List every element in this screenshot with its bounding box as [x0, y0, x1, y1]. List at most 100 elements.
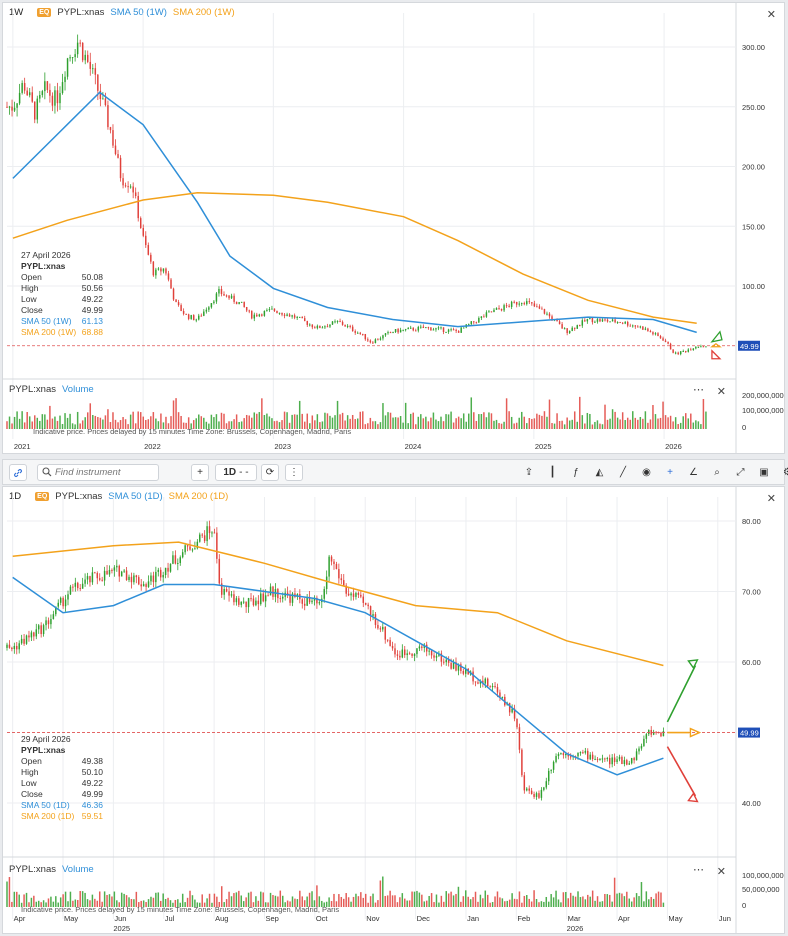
interval-selector[interactable]: 1D - - — [215, 464, 257, 481]
candle — [450, 329, 452, 331]
candle — [518, 727, 521, 750]
candles-icon[interactable]: ┃ — [549, 467, 556, 478]
volume-bar — [530, 901, 533, 907]
volume-bar — [336, 400, 339, 429]
timeframe-label[interactable]: 1W — [9, 7, 24, 18]
candle — [139, 218, 142, 229]
volume-bar — [225, 899, 228, 907]
candle — [324, 326, 326, 328]
candle — [538, 306, 541, 309]
volume-bar — [104, 415, 107, 429]
candle — [195, 319, 197, 321]
curve-icon[interactable]: ∠ — [689, 467, 698, 478]
volume-bar — [543, 411, 546, 429]
candle — [268, 309, 271, 311]
volume-bar — [344, 420, 346, 429]
camera-icon[interactable]: ▣ — [759, 467, 769, 478]
sma200-label[interactable]: SMA 200 (1W) — [172, 7, 235, 18]
candle — [50, 619, 52, 625]
daily-price-chart[interactable]: 80.00 70.00 60.00 40.00 Apr May Jun Jul Aug Sep Oc… — [3, 487, 784, 933]
candle — [571, 327, 573, 331]
volume-bar — [423, 901, 426, 907]
draw-line-icon[interactable]: ╱ — [619, 467, 627, 478]
area-icon[interactable]: ◭ — [595, 467, 604, 478]
volume-bar — [387, 412, 389, 429]
price-tick-label: 300.00 — [742, 43, 765, 52]
timeframe-label[interactable]: 1D — [9, 491, 22, 502]
volume-more-icon[interactable]: ⋯ — [693, 384, 704, 396]
candle — [281, 312, 283, 315]
volume-bar — [294, 898, 296, 907]
volume-close-icon[interactable]: ✕ — [716, 386, 726, 398]
volume-bar — [213, 417, 215, 429]
indicators-icon[interactable]: ƒ — [573, 467, 579, 478]
candle — [8, 106, 11, 108]
more-vertical-icon[interactable]: ⋮ — [285, 464, 303, 481]
candle — [169, 563, 172, 572]
candle — [318, 602, 321, 604]
volume-bar — [39, 420, 41, 429]
candle — [79, 588, 81, 590]
candle — [560, 753, 562, 755]
sma50-label[interactable]: SMA 50 (1D) — [108, 491, 163, 502]
candle — [13, 107, 16, 111]
volume-bar — [169, 900, 172, 907]
candle — [116, 565, 118, 568]
candle — [118, 565, 120, 577]
candle — [619, 322, 621, 324]
volume-bar — [55, 896, 57, 907]
candle — [633, 758, 635, 761]
crosshair-icon[interactable]: + — [667, 467, 673, 478]
volume-bar — [334, 415, 336, 429]
candle — [198, 315, 200, 320]
volume-bar — [103, 891, 106, 907]
candle — [262, 593, 264, 602]
volume-bar — [260, 891, 262, 907]
sma50-label[interactable]: SMA 50 (1W) — [110, 7, 167, 18]
legend-high: High 50.10 — [21, 767, 103, 777]
volume-close-icon[interactable]: ✕ — [716, 866, 726, 878]
sma50-line — [12, 576, 664, 776]
search-input[interactable] — [52, 467, 154, 478]
candle — [523, 303, 526, 305]
candle — [293, 315, 296, 318]
candle — [518, 303, 520, 305]
volume-label[interactable]: Volume — [62, 384, 94, 395]
volume-bar — [369, 417, 372, 429]
candle — [28, 635, 30, 638]
volume-bar — [172, 400, 175, 429]
candle — [576, 325, 578, 329]
volume-more-icon[interactable]: ⋯ — [693, 864, 704, 876]
volume-bar — [640, 882, 643, 907]
volume-bar — [301, 896, 304, 907]
share-icon[interactable]: ⇪ — [524, 467, 534, 478]
candle — [124, 185, 127, 187]
volume-bar — [495, 419, 498, 429]
sma200-label[interactable]: SMA 200 (1D) — [168, 491, 229, 502]
plus-icon[interactable]: + — [191, 464, 209, 481]
settings-icon[interactable]: ⚙ — [783, 467, 788, 478]
candle — [417, 326, 420, 331]
volume-bar — [648, 899, 650, 907]
volume-bar — [106, 894, 108, 907]
candle — [253, 314, 256, 319]
instrument-search[interactable] — [37, 464, 159, 481]
candle — [367, 604, 369, 607]
close-icon[interactable]: ✕ — [766, 9, 776, 21]
close-icon[interactable]: ✕ — [766, 493, 776, 505]
volume-label[interactable]: Volume — [62, 864, 94, 875]
link-icon[interactable] — [9, 464, 27, 481]
volume-bar — [20, 902, 23, 907]
refresh-icon[interactable]: ⟳ — [261, 464, 279, 481]
eye-icon[interactable]: ◉ — [642, 467, 651, 478]
volume-bar — [69, 891, 72, 907]
candle — [180, 305, 182, 312]
candle — [630, 758, 633, 764]
volume-bar — [306, 896, 308, 907]
weekly-price-chart[interactable]: 300.00 250.00 200.00 150.00 100.00 2021 2022 20… — [3, 3, 784, 453]
volume-bar — [621, 893, 623, 907]
candle — [55, 606, 57, 615]
volume-bar — [175, 398, 177, 429]
fullscreen-icon[interactable]: ⤢ — [736, 467, 745, 478]
zoom-icon[interactable]: ⌕ — [714, 467, 720, 478]
